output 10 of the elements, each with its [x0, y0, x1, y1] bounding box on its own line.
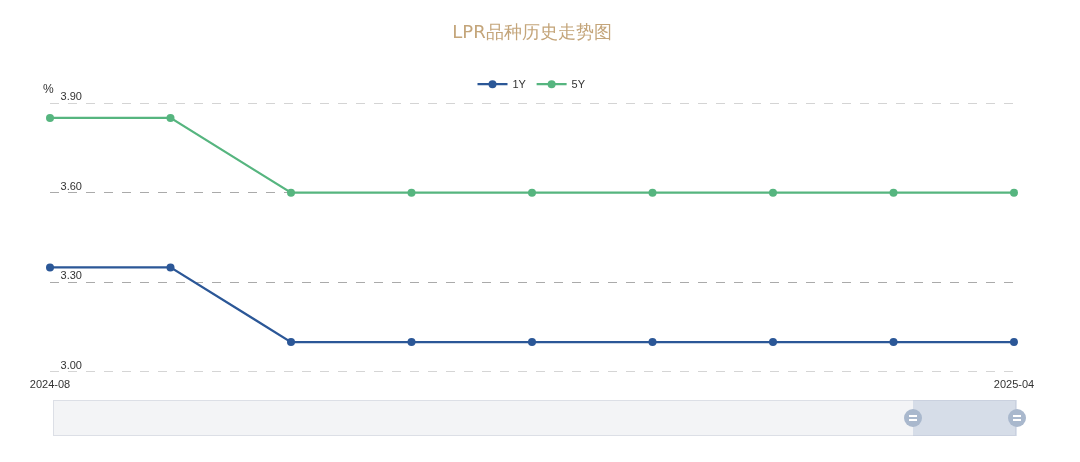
legend-label: 1Y: [512, 78, 527, 91]
y-tick-label: 3.30: [60, 269, 82, 282]
y-axis-title: %: [43, 82, 54, 96]
y-tick-label: 3.90: [60, 89, 82, 102]
y-tick-label: 3.60: [60, 179, 82, 192]
x-tick-label: 2024-08: [29, 378, 71, 390]
legend-label: 5Y: [571, 78, 586, 91]
chart-title: LPR品种历史走势图: [452, 21, 612, 43]
y-tick-label: 3.00: [60, 358, 82, 371]
x-tick-label: 2025-04: [993, 378, 1035, 390]
